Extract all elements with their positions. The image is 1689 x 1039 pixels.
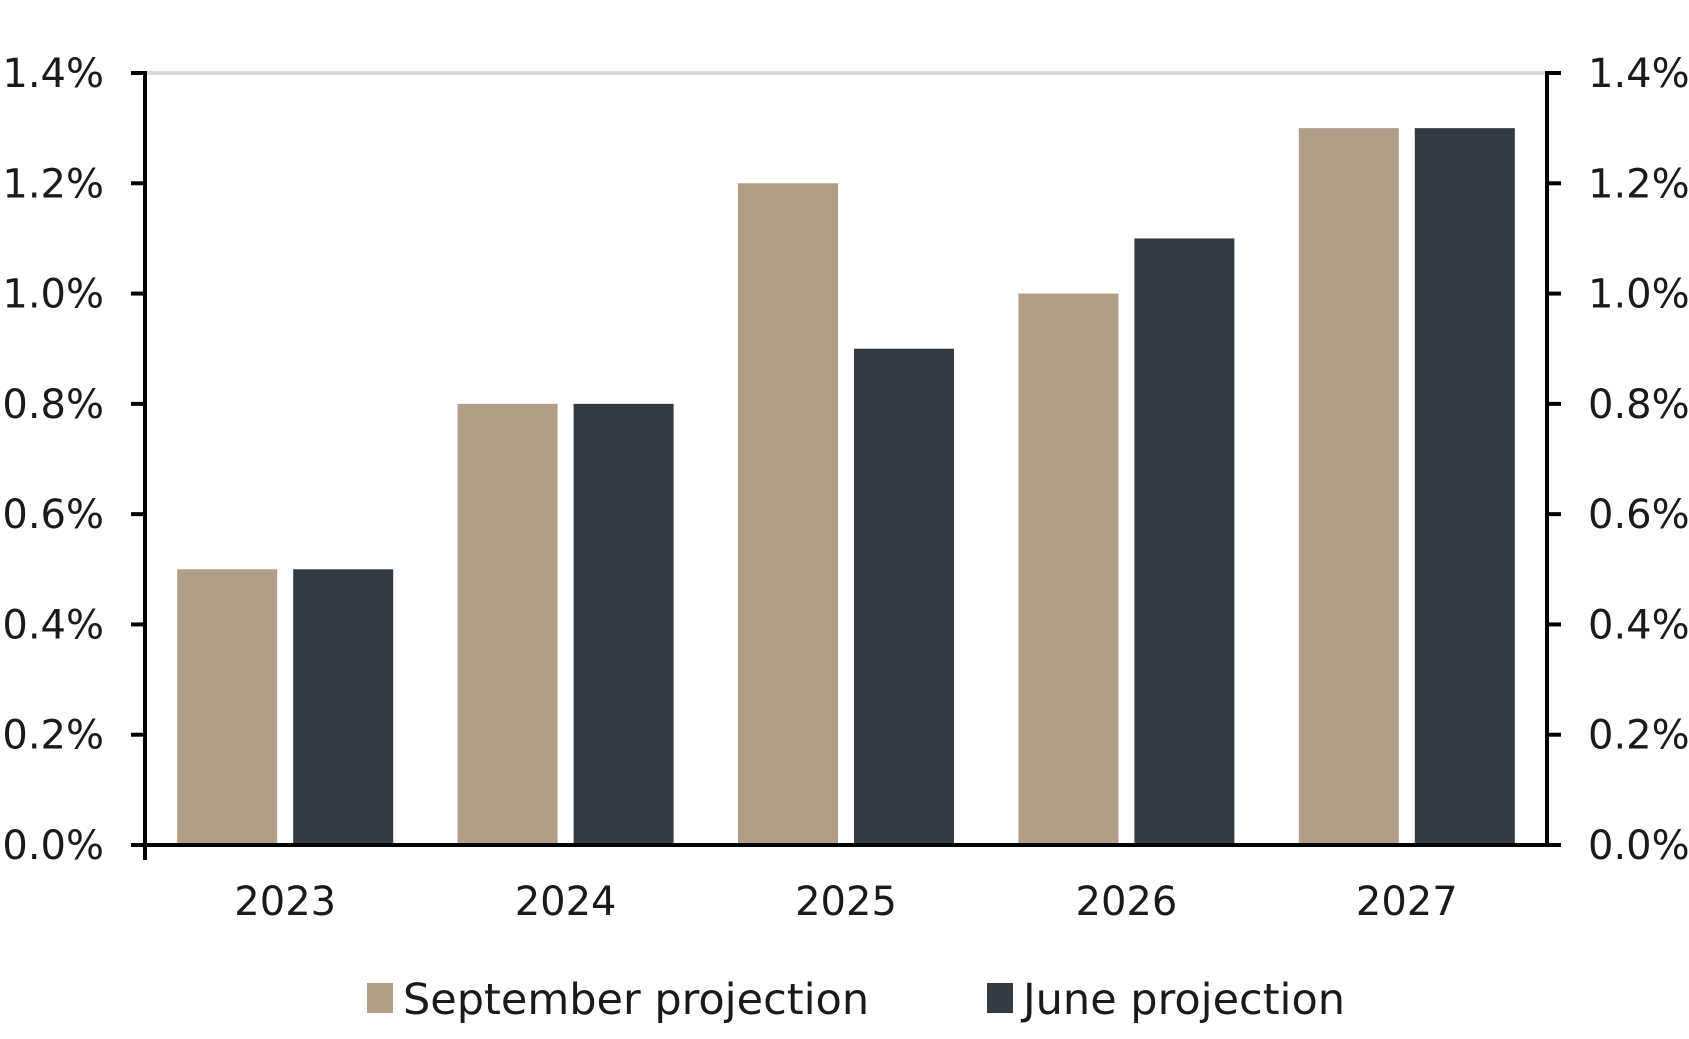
bar-september-2027 — [1298, 128, 1399, 846]
right-y-tick-label: 1.0% — [1588, 272, 1689, 318]
bar-september-2024 — [457, 403, 558, 845]
right-y-tick-label: 1.4% — [1588, 51, 1689, 97]
x-labels: 2023 2024 2025 2026 2027 — [234, 879, 1457, 925]
bar-september-2025 — [738, 183, 838, 846]
x-tick-label-2023: 2023 — [234, 879, 336, 925]
left-y-tick-label: 0.4% — [2, 602, 104, 648]
right-y-tick-label: 0.8% — [1588, 382, 1689, 428]
bar-september-2026 — [1018, 293, 1119, 846]
y-ticks: 0.0% 0.0% 0.2% 0.2% 0.4% 0.4% 0.6% 0.6% 0.8% 0.8%… — [2, 51, 1689, 869]
legend: September projection June projection — [367, 975, 1345, 1025]
bar-june-2024 — [573, 403, 674, 845]
left-y-tick-label: 1.4% — [2, 51, 104, 97]
left-y-tick-label: 1.2% — [2, 161, 104, 207]
bars — [177, 128, 1515, 846]
right-y-tick-label: 0.4% — [1588, 602, 1689, 648]
bar-september-2023 — [177, 569, 278, 845]
right-y-tick-label: 1.2% — [1588, 161, 1689, 207]
left-y-tick-label: 0.0% — [2, 823, 104, 869]
right-y-tick-label: 0.2% — [1588, 713, 1689, 759]
legend-swatch-june — [987, 983, 1013, 1013]
legend-label-september: September projection — [403, 975, 869, 1025]
left-y-tick-label: 1.0% — [2, 272, 104, 318]
x-tick-label-2026: 2026 — [1076, 879, 1178, 925]
right-y-tick-label: 0.6% — [1588, 492, 1689, 538]
left-y-tick-label: 0.8% — [2, 382, 104, 428]
bar-june-2025 — [854, 348, 954, 845]
x-tick-label-2025: 2025 — [795, 879, 897, 925]
right-y-tick-label: 0.0% — [1588, 823, 1689, 869]
bar-june-2027 — [1414, 128, 1515, 846]
left-y-tick-label: 0.2% — [2, 713, 104, 759]
left-y-tick-label: 0.6% — [2, 492, 104, 538]
bar-june-2023 — [293, 569, 394, 845]
legend-swatch-september — [367, 983, 393, 1013]
legend-label-june: June projection — [1020, 975, 1345, 1025]
x-tick-label-2027: 2027 — [1356, 879, 1458, 925]
bar-june-2026 — [1134, 238, 1235, 845]
x-tick-label-2024: 2024 — [515, 879, 617, 925]
